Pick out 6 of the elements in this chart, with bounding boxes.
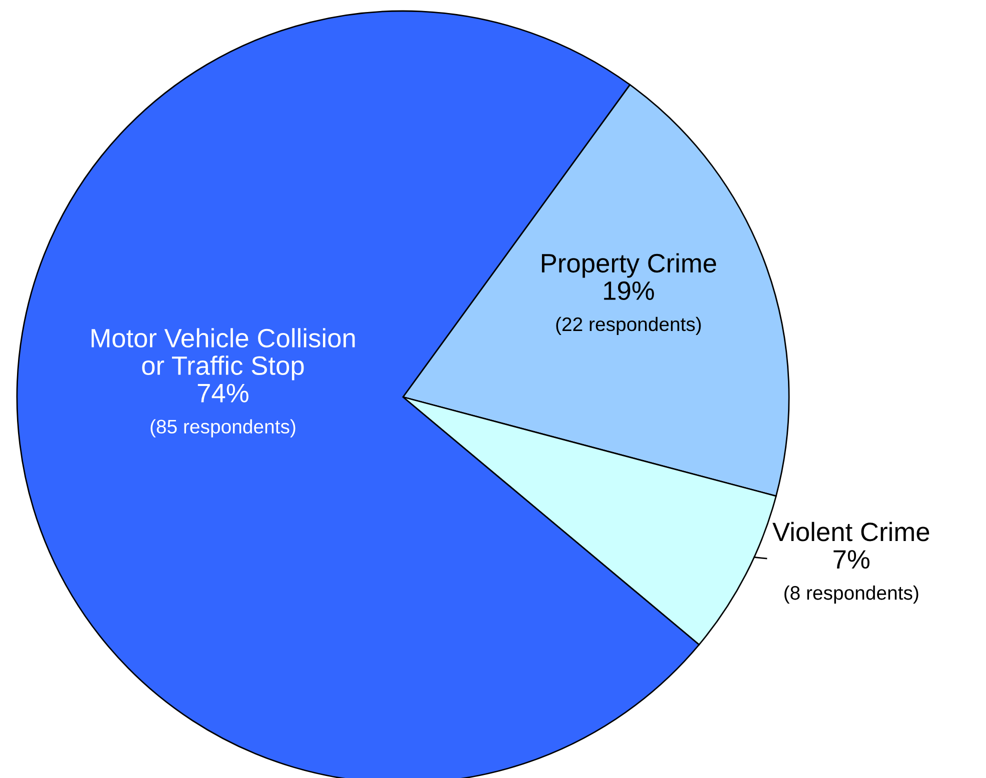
data-label: 7% (8 respondents) — [784, 550, 918, 604]
data-label: 74% (85 respondents) — [150, 384, 296, 438]
slice-label: Motor Vehicle Collision or Traffic Stop — [92, 328, 355, 380]
slice-label: Property Crime — [542, 253, 716, 278]
data-label: 19% (22 respondents) — [556, 281, 701, 335]
slice-label: Violent Crime — [772, 522, 930, 542]
